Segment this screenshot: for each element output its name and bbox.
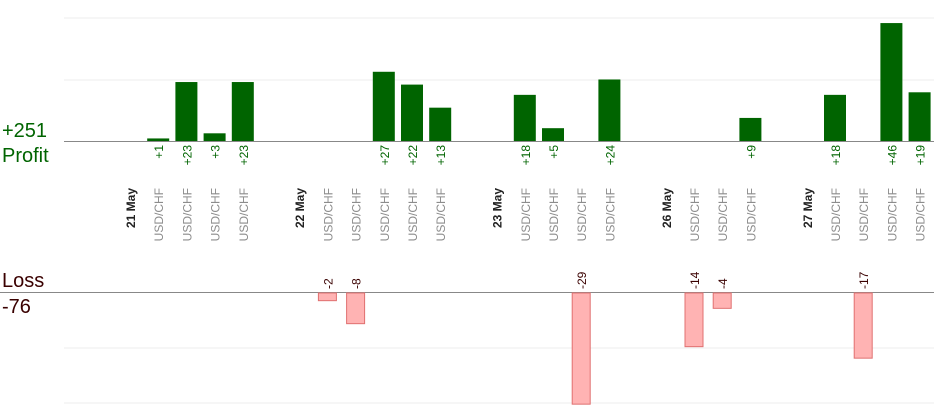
profit-value-label: +23 xyxy=(237,145,251,166)
profit-bar xyxy=(513,94,536,141)
loss-value-label: -29 xyxy=(575,271,589,289)
pair-label: USD/CHF xyxy=(350,188,364,241)
pair-label: USD/CHF xyxy=(180,188,194,241)
pair-label: USD/CHF xyxy=(547,188,561,241)
date-label: 21 May xyxy=(124,188,138,228)
profit-value-label: +19 xyxy=(914,145,928,166)
profit-value-label: +13 xyxy=(434,145,448,166)
profit-bar xyxy=(598,79,621,141)
profit-value-label: +22 xyxy=(406,145,420,166)
profit-bar xyxy=(203,133,226,141)
trade-bars xyxy=(147,23,931,405)
loss-value-label: -14 xyxy=(688,271,702,289)
grid-lines xyxy=(0,17,934,404)
profit-value-label: +1 xyxy=(152,145,166,159)
loss-value-label: -4 xyxy=(716,278,730,289)
profit-bar xyxy=(908,92,931,141)
profit-total: +251 xyxy=(2,120,48,142)
date-label: 27 May xyxy=(801,188,815,228)
pair-label: USD/CHF xyxy=(829,188,843,241)
pair-label: USD/CHF xyxy=(321,188,335,241)
pair-label: USD/CHF xyxy=(209,188,223,241)
loss-bar xyxy=(317,292,337,302)
date-label: 23 May xyxy=(491,188,505,228)
profit-bar xyxy=(542,128,564,141)
loss-total: -76 xyxy=(2,296,31,318)
date-label: 26 May xyxy=(660,188,674,228)
profit-bar xyxy=(824,94,846,141)
profit-bar xyxy=(231,82,254,141)
profit-bar xyxy=(880,23,903,142)
profit-value-label: +18 xyxy=(829,145,843,166)
profit-bar xyxy=(429,107,452,141)
loss-bar xyxy=(346,292,366,325)
pair-label: USD/CHF xyxy=(519,188,533,241)
profit-value-label: +27 xyxy=(378,145,392,166)
loss-bar xyxy=(853,292,873,359)
loss-bar xyxy=(684,292,704,348)
profit-bar xyxy=(372,71,395,141)
loss-bar xyxy=(571,292,591,405)
trade-labels: 21 May USD/CHF +1 USD/CHF +23 USD/CHF +3 USD/CH… xyxy=(124,145,928,289)
pair-label: USD/CHF xyxy=(744,188,758,241)
loss-bar xyxy=(712,292,732,309)
pair-label: USD/CHF xyxy=(434,188,448,241)
profit-bar xyxy=(175,82,198,141)
pair-label: USD/CHF xyxy=(603,188,617,241)
pair-label: USD/CHF xyxy=(237,188,251,241)
pair-label: USD/CHF xyxy=(716,188,730,241)
profit-bar xyxy=(401,84,423,141)
loss-label: Loss xyxy=(2,270,45,292)
pair-label: USD/CHF xyxy=(152,188,166,241)
loss-value-label: -2 xyxy=(321,278,335,289)
pair-label: USD/CHF xyxy=(378,188,392,241)
pair-label: USD/CHF xyxy=(406,188,420,241)
pair-label: USD/CHF xyxy=(914,188,928,241)
profit-label: Profit xyxy=(2,145,49,167)
profit-bar xyxy=(147,138,170,141)
profit-value-label: +5 xyxy=(547,145,561,159)
pair-label: USD/CHF xyxy=(688,188,702,241)
loss-value-label: -8 xyxy=(350,278,364,289)
loss-value-label: -17 xyxy=(857,271,871,289)
profit-value-label: +9 xyxy=(744,145,758,159)
profit-value-label: +23 xyxy=(180,145,194,166)
profit-value-label: +18 xyxy=(519,145,533,166)
profit-value-label: +24 xyxy=(603,145,617,166)
date-label: 22 May xyxy=(293,188,307,228)
profit-value-label: +46 xyxy=(885,145,899,166)
pair-label: USD/CHF xyxy=(857,188,871,241)
profit-value-label: +3 xyxy=(209,145,223,159)
pair-label: USD/CHF xyxy=(575,188,589,241)
profit-bar xyxy=(739,117,762,141)
pair-label: USD/CHF xyxy=(885,188,899,241)
